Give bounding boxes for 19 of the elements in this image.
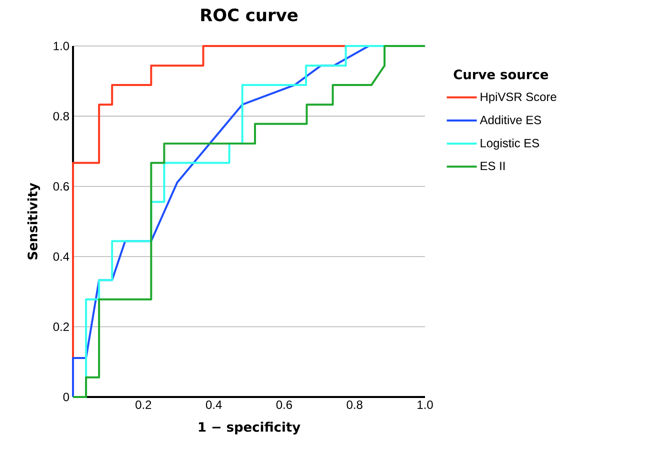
y-tick-label: 0.8: [53, 112, 69, 120]
x-tick-label: 1.0: [418, 400, 433, 409]
x-axis-title: 1 − specificity: [198, 422, 300, 434]
y-tick-label: 0: [63, 392, 70, 402]
legend-label: Logistic ES: [480, 138, 540, 150]
x-tick-label: 0.2: [136, 400, 152, 409]
legend-label: ES II: [480, 162, 505, 170]
y-tick-label: 0.2: [53, 322, 69, 332]
legend-label: HpiVSR Score: [480, 92, 556, 104]
legend-label: Additive ES: [480, 115, 542, 124]
legend-title: Curve source: [454, 70, 548, 80]
y-axis-title: Sensitivity: [27, 182, 40, 260]
y-tick-label: 1.0: [54, 42, 70, 50]
chart-title: ROC curve: [201, 8, 298, 22]
y-tick-label: 0.4: [53, 252, 70, 261]
x-tick-label: 0.8: [346, 400, 362, 409]
x-tick-label: 0.4: [206, 400, 222, 409]
y-tick-label: 0.6: [53, 182, 69, 191]
x-tick-label: 0.6: [276, 400, 292, 409]
